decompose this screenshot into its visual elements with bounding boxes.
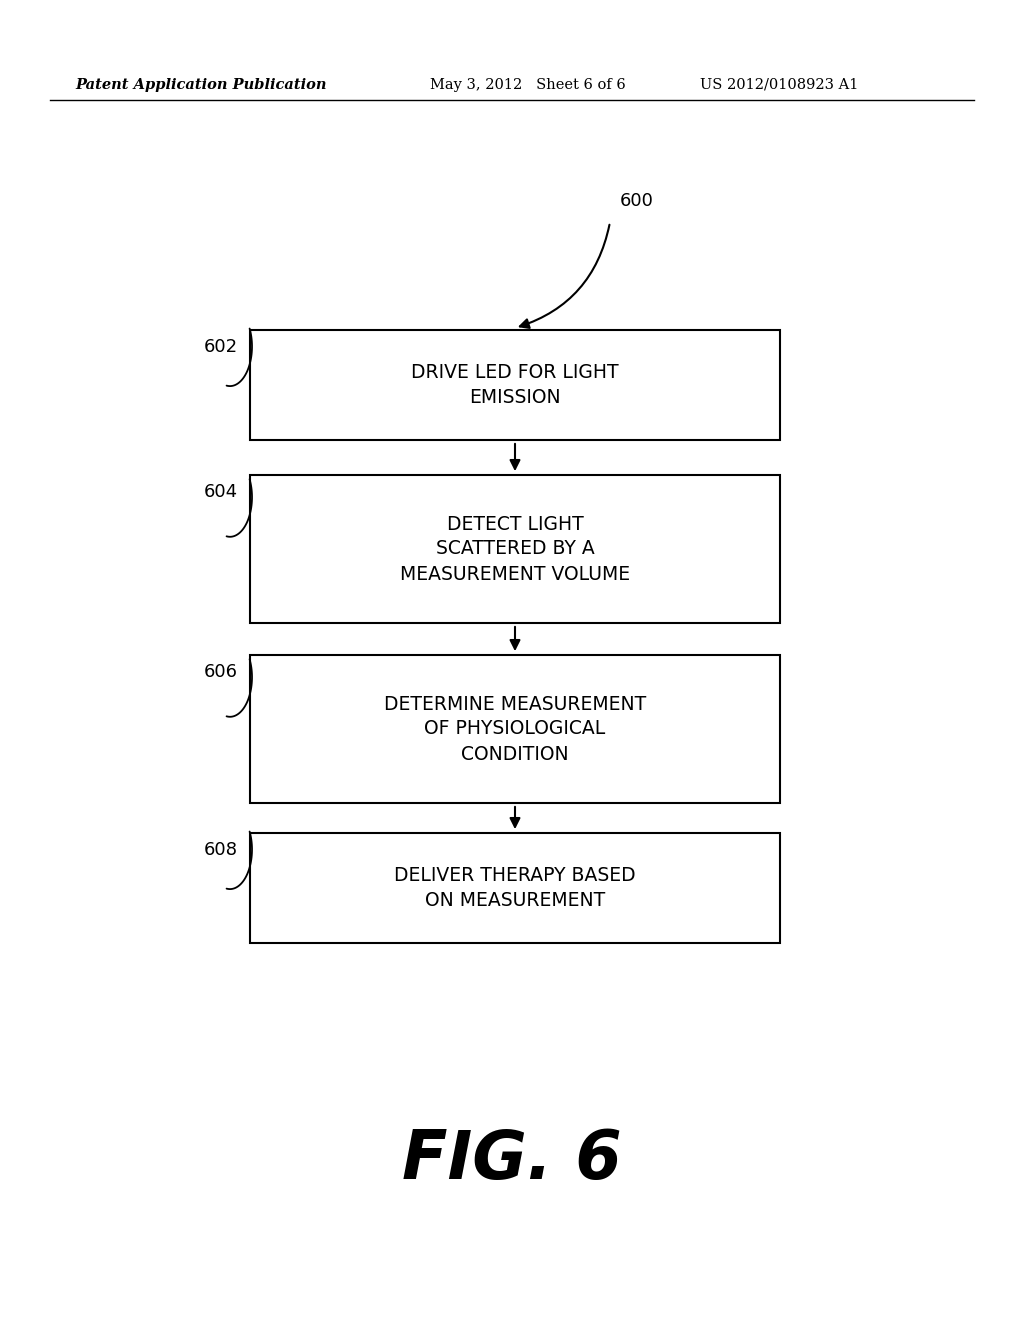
Text: Patent Application Publication: Patent Application Publication bbox=[75, 78, 327, 92]
Text: DELIVER THERAPY BASED
ON MEASUREMENT: DELIVER THERAPY BASED ON MEASUREMENT bbox=[394, 866, 636, 909]
Text: 602: 602 bbox=[204, 338, 238, 356]
Text: FIG. 6: FIG. 6 bbox=[402, 1127, 622, 1193]
Text: DETECT LIGHT
SCATTERED BY A
MEASUREMENT VOLUME: DETECT LIGHT SCATTERED BY A MEASUREMENT … bbox=[400, 515, 630, 583]
Text: 600: 600 bbox=[620, 191, 654, 210]
Text: US 2012/0108923 A1: US 2012/0108923 A1 bbox=[700, 78, 858, 92]
FancyArrowPatch shape bbox=[520, 224, 609, 327]
Text: DRIVE LED FOR LIGHT
EMISSION: DRIVE LED FOR LIGHT EMISSION bbox=[412, 363, 618, 407]
Text: DETERMINE MEASUREMENT
OF PHYSIOLOGICAL
CONDITION: DETERMINE MEASUREMENT OF PHYSIOLOGICAL C… bbox=[384, 694, 646, 763]
Bar bbox=[250, 655, 780, 803]
Bar bbox=[250, 833, 780, 942]
Text: May 3, 2012   Sheet 6 of 6: May 3, 2012 Sheet 6 of 6 bbox=[430, 78, 626, 92]
Text: 606: 606 bbox=[204, 663, 238, 681]
Bar bbox=[250, 330, 780, 440]
Bar bbox=[250, 475, 780, 623]
Text: 604: 604 bbox=[204, 483, 238, 502]
Text: 608: 608 bbox=[204, 841, 238, 859]
